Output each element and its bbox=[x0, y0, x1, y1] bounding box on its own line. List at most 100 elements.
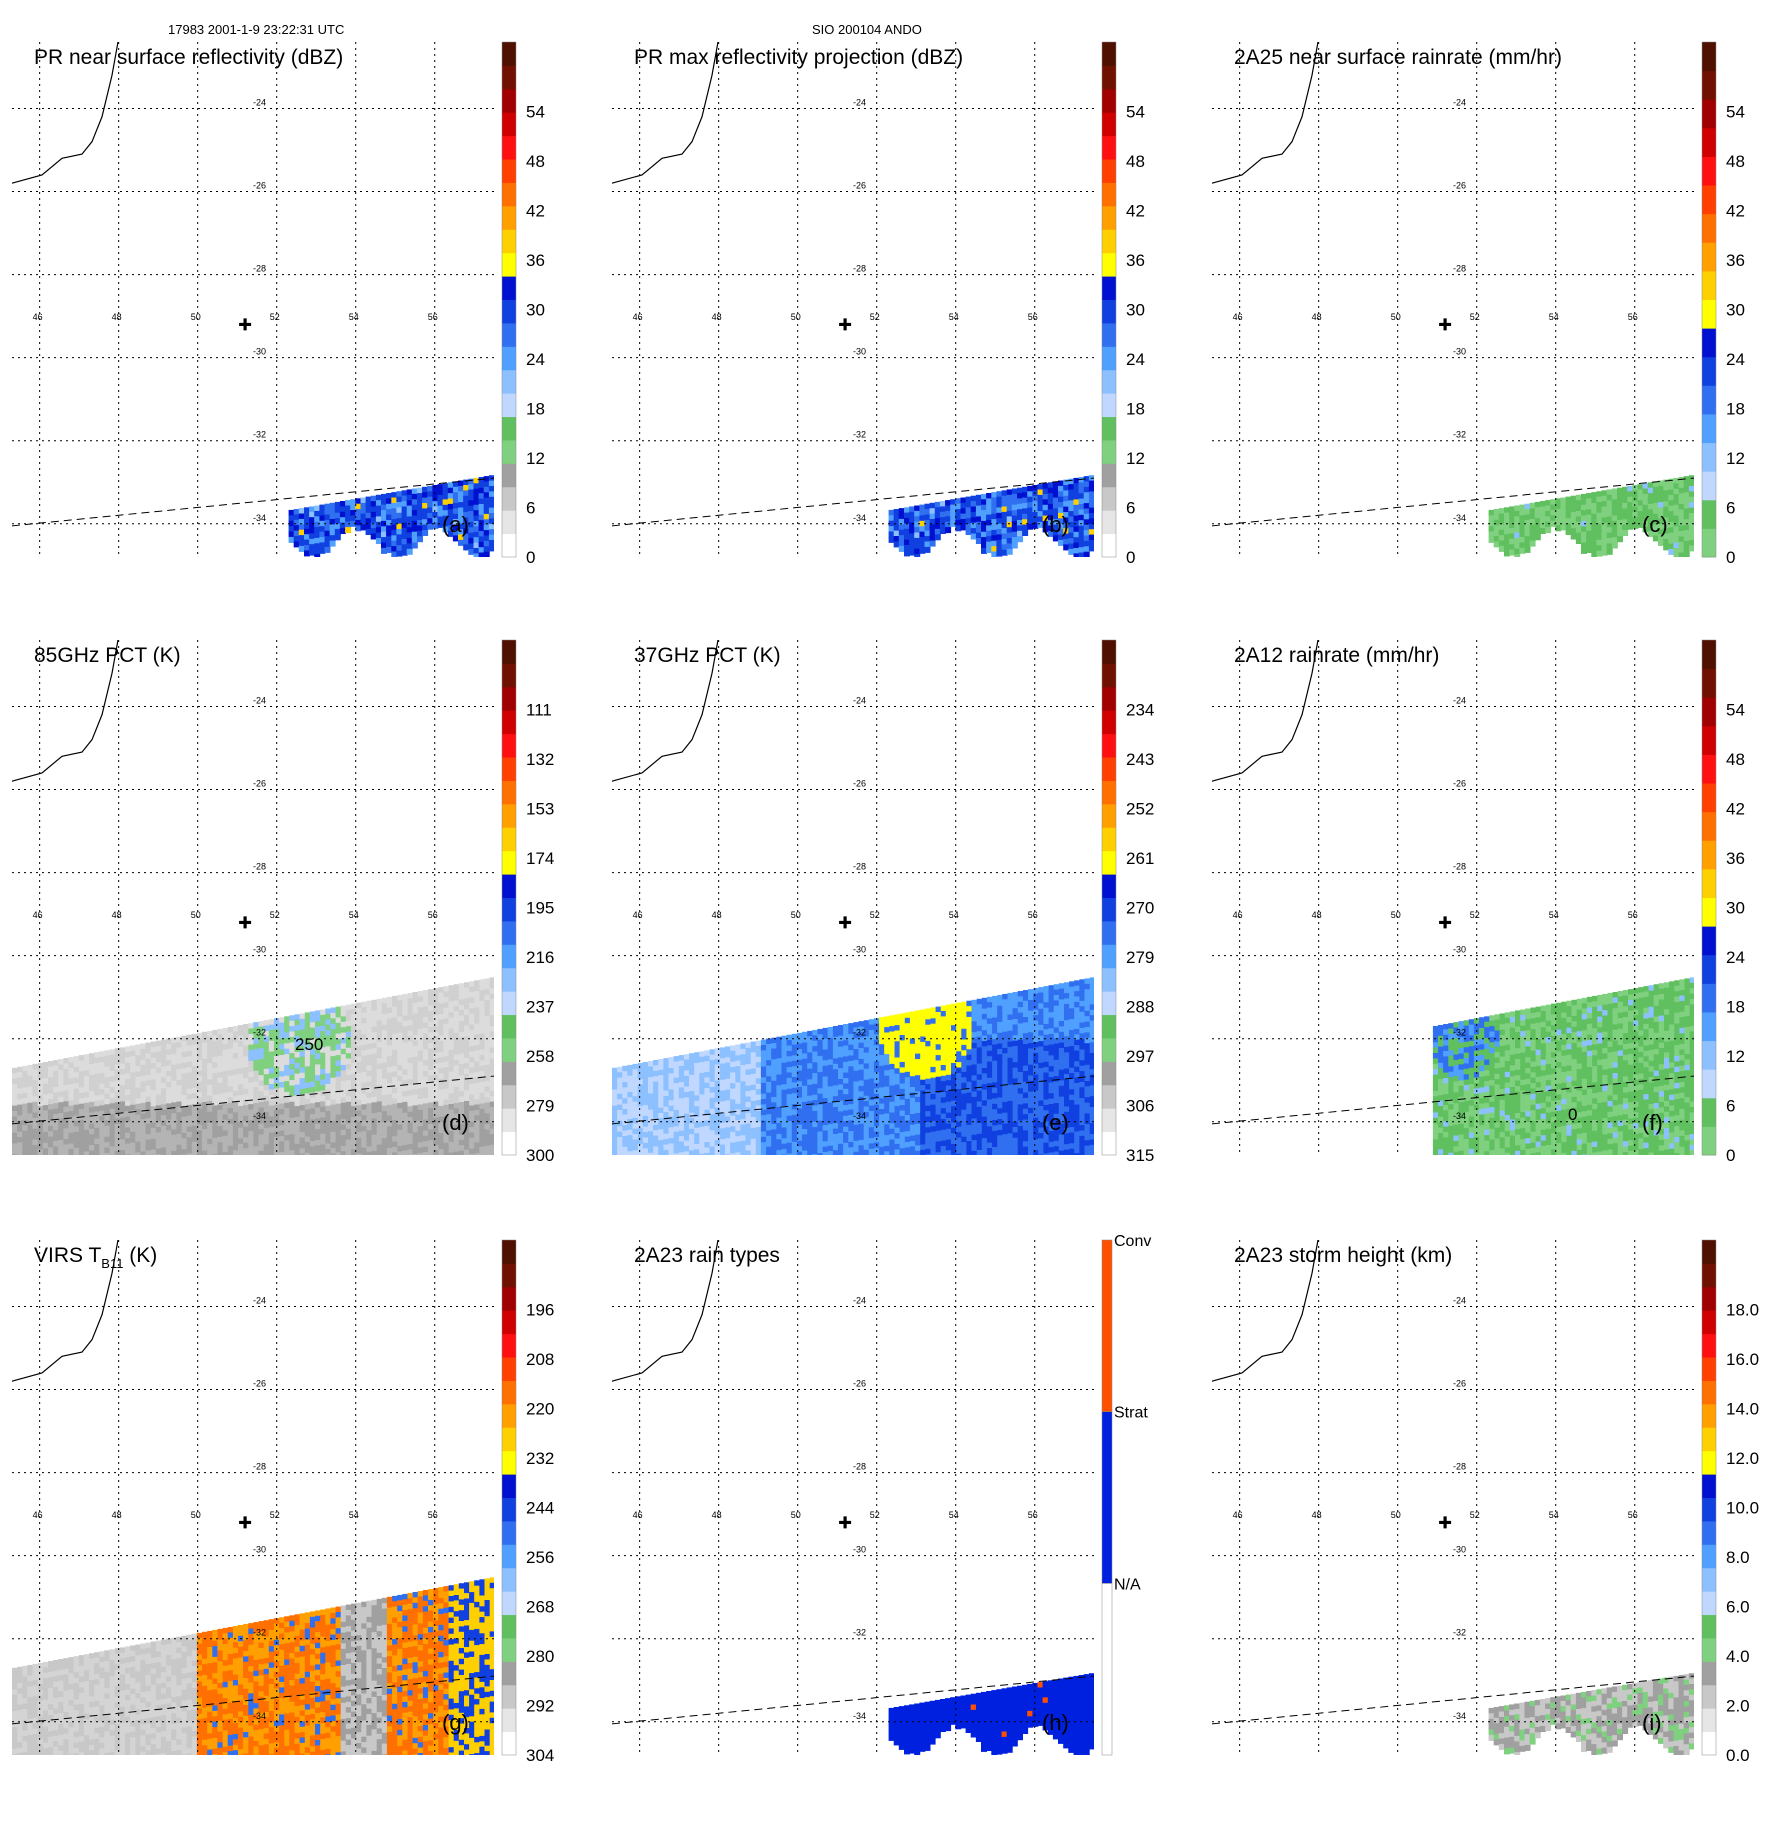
colorbar-tick-label: 4.0 bbox=[1726, 1647, 1750, 1666]
lat-tick-label: -32 bbox=[1453, 1628, 1466, 1638]
colorbar-swatch bbox=[1102, 874, 1116, 898]
storm-center-icon bbox=[839, 916, 851, 928]
data-field bbox=[612, 977, 1096, 1161]
lon-tick-label: 46 bbox=[33, 910, 43, 920]
colorbar-swatch bbox=[1702, 471, 1716, 500]
lat-tick-label: -30 bbox=[853, 945, 866, 955]
colorbar-tick-label: 24 bbox=[1726, 350, 1745, 369]
colorbar-swatch bbox=[1702, 1098, 1716, 1127]
colorbar-swatch bbox=[1702, 185, 1716, 214]
lon-tick-label: 50 bbox=[191, 1510, 201, 1520]
colorbar-swatch bbox=[502, 89, 516, 113]
colorbar-tick-label: 279 bbox=[526, 1096, 554, 1115]
lat-tick-label: -32 bbox=[253, 1628, 266, 1638]
colorbar-tick-label: 48 bbox=[1126, 152, 1145, 171]
colorbar-tick-label: 18 bbox=[1126, 399, 1145, 418]
colorbar-tick-label: 258 bbox=[526, 1047, 554, 1066]
colorbar-swatch bbox=[1102, 370, 1116, 394]
lat-tick-label: -28 bbox=[853, 1462, 866, 1472]
colorbar-swatch bbox=[502, 687, 516, 711]
panel-title: 2A23 rain types bbox=[634, 1244, 780, 1267]
colorbar-swatch bbox=[1102, 89, 1116, 113]
colorbar-swatch bbox=[1102, 182, 1116, 206]
lon-tick-label: 56 bbox=[1628, 910, 1638, 920]
colorbar-swatch bbox=[1102, 112, 1116, 136]
colorbar-swatch bbox=[502, 663, 516, 687]
lat-tick-label: -26 bbox=[1453, 181, 1466, 191]
colorbar-tick-label: 24 bbox=[1126, 350, 1145, 369]
colorbar-swatch bbox=[1702, 1498, 1716, 1522]
colorbar-swatch bbox=[1702, 328, 1716, 357]
colorbar-tick-label: 8.0 bbox=[1726, 1548, 1750, 1567]
colorbar-tick-label: 24 bbox=[1726, 948, 1745, 967]
colorbar-swatch bbox=[502, 206, 516, 230]
colorbar-swatch bbox=[1702, 812, 1716, 841]
lon-tick-label: 48 bbox=[112, 312, 122, 322]
panel-label: (i) bbox=[1642, 1710, 1662, 1735]
lon-tick-label: 52 bbox=[270, 910, 280, 920]
colorbar-swatch bbox=[1102, 417, 1116, 441]
storm-center-icon bbox=[839, 1516, 851, 1528]
colorbar-swatch bbox=[502, 1615, 516, 1639]
colorbar-tick-label: 315 bbox=[1126, 1146, 1154, 1165]
colorbar-tick-label: 306 bbox=[1126, 1096, 1154, 1115]
colorbar-tick-label: 153 bbox=[526, 799, 554, 818]
colorbar-swatch bbox=[502, 1334, 516, 1358]
colorbar-tick-label: 48 bbox=[1726, 750, 1745, 769]
colorbar-swatch bbox=[502, 804, 516, 828]
header-storm-id: SIO 200104 ANDO bbox=[812, 22, 922, 37]
colorbar-tick-label: 0.0 bbox=[1726, 1746, 1750, 1765]
lat-tick-label: -26 bbox=[853, 181, 866, 191]
colorbar-swatch bbox=[1702, 214, 1716, 243]
lat-tick-label: -30 bbox=[1453, 945, 1466, 955]
colorbar-swatch bbox=[1102, 1132, 1116, 1156]
colorbar-swatch bbox=[1102, 851, 1116, 875]
colorbar-tick-label: 300 bbox=[526, 1146, 554, 1165]
lat-tick-label: -28 bbox=[253, 1462, 266, 1472]
lat-tick-label: -32 bbox=[853, 430, 866, 440]
lat-tick-label: -30 bbox=[853, 347, 866, 357]
colorbar-tick-label: 12 bbox=[1726, 449, 1745, 468]
colorbar-swatch bbox=[502, 1498, 516, 1522]
colorbar-tick-label: 12.0 bbox=[1726, 1449, 1759, 1468]
lon-tick-label: 54 bbox=[1549, 1510, 1559, 1520]
panel-title: 85GHz PCT (K) bbox=[34, 644, 181, 667]
colorbar-tick-label: 208 bbox=[526, 1350, 554, 1369]
colorbar-swatch bbox=[1102, 968, 1116, 992]
lon-tick-label: 50 bbox=[791, 1510, 801, 1520]
panel-title: 2A12 rainrate (mm/hr) bbox=[1234, 644, 1439, 667]
storm-center-icon bbox=[839, 318, 851, 330]
colorbar-tick-label: Strat bbox=[1114, 1405, 1148, 1422]
lon-tick-label: 46 bbox=[1233, 910, 1243, 920]
lat-tick-label: -32 bbox=[853, 1628, 866, 1638]
colorbar-swatch bbox=[1102, 42, 1116, 66]
lon-tick-label: 50 bbox=[1391, 312, 1401, 322]
lat-tick-label: -28 bbox=[853, 862, 866, 872]
lon-tick-label: 54 bbox=[949, 312, 959, 322]
colorbar-swatch bbox=[1702, 983, 1716, 1012]
lat-tick-label: -24 bbox=[1453, 97, 1466, 107]
storm-center-icon bbox=[239, 318, 251, 330]
panel-label: (g) bbox=[442, 1710, 469, 1735]
colorbar-tick-label: 18 bbox=[1726, 399, 1745, 418]
lon-tick-label: 48 bbox=[712, 910, 722, 920]
colorbar-swatch bbox=[1702, 500, 1716, 529]
colorbar-swatch bbox=[1102, 487, 1116, 511]
lon-tick-label: 52 bbox=[870, 1510, 880, 1520]
lon-tick-label: 56 bbox=[428, 910, 438, 920]
colorbar-tick-label: 6 bbox=[1726, 1096, 1735, 1115]
colorbar-tick-label: 10.0 bbox=[1726, 1498, 1759, 1517]
lon-tick-label: 56 bbox=[1628, 312, 1638, 322]
colorbar-swatch bbox=[1102, 780, 1116, 804]
colorbar-tick-label: 48 bbox=[526, 152, 545, 171]
lon-tick-label: 56 bbox=[428, 312, 438, 322]
colorbar-swatch bbox=[1702, 1591, 1716, 1615]
colorbar-swatch bbox=[502, 276, 516, 300]
colorbar-swatch bbox=[502, 159, 516, 183]
colorbar-swatch bbox=[502, 710, 516, 734]
colorbar-swatch bbox=[1102, 804, 1116, 828]
colorbar-swatch bbox=[502, 1287, 516, 1311]
